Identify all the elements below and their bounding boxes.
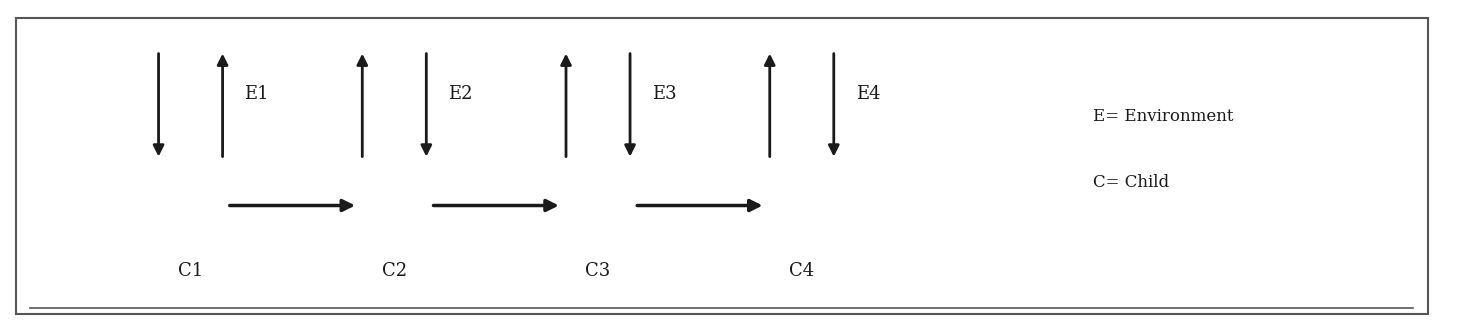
- Text: E= Environment: E= Environment: [1094, 108, 1233, 125]
- Text: E1: E1: [245, 85, 270, 103]
- Text: C3: C3: [586, 262, 611, 280]
- Text: C1: C1: [178, 262, 203, 280]
- Text: E2: E2: [448, 85, 472, 103]
- Text: C2: C2: [382, 262, 407, 280]
- Text: E4: E4: [856, 85, 881, 103]
- Text: C= Child: C= Child: [1094, 174, 1169, 191]
- Text: E3: E3: [652, 85, 677, 103]
- Text: C4: C4: [789, 262, 815, 280]
